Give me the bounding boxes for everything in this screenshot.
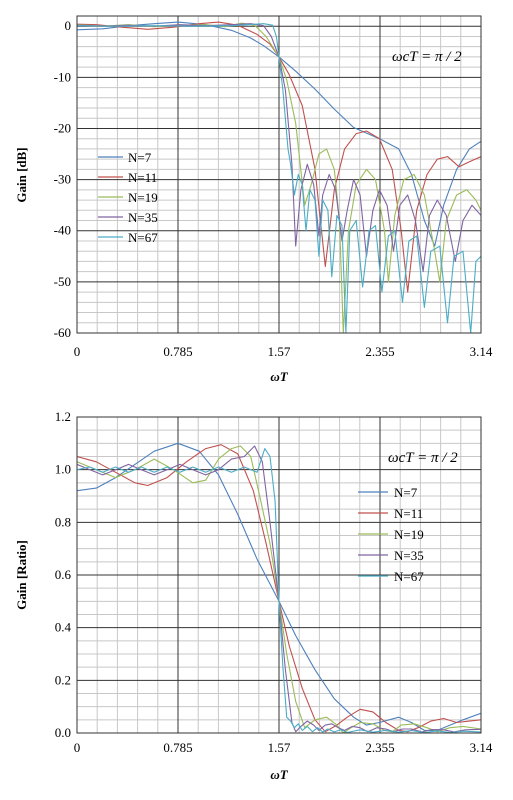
legend-label: N=11 xyxy=(394,506,423,521)
series-line-n7 xyxy=(77,21,481,247)
x-axis-label: ωT xyxy=(270,767,288,782)
cutoff-annotation: ωcT = π / 2 xyxy=(388,450,458,466)
y-tick-label: 0.0 xyxy=(55,725,71,740)
gain-ratio-chart: 0 0.785 1.57 2.355 3.14 0.0 0.2 0.4 0.6 0.8 1.0 1.2… xyxy=(14,409,493,782)
ratio-plot-frame xyxy=(76,416,482,734)
y-tick-label: -30 xyxy=(54,172,71,187)
legend-label: N=67 xyxy=(128,230,158,245)
series-line-n19 xyxy=(77,445,481,733)
y-axis-label: Gain [dB] xyxy=(14,147,29,202)
y-tick-label: 1.2 xyxy=(55,409,71,424)
ratio-legend: N=7 N=11 N=19 N=35 N=67 xyxy=(358,485,424,584)
series-line-n35 xyxy=(77,445,481,733)
legend-label: N=19 xyxy=(394,527,424,542)
x-tick-label: 3.14 xyxy=(470,344,493,359)
y-tick-label: 0 xyxy=(65,18,72,33)
db-plot-frame xyxy=(76,15,482,334)
series-line-n11 xyxy=(77,21,481,293)
db-legend: N=7 N=11 N=19 N=35 N=67 xyxy=(98,150,158,245)
x-tick-label: 0.785 xyxy=(163,740,192,755)
y-axis-label: Gain [Ratio] xyxy=(14,540,29,610)
x-axis-label: ωT xyxy=(270,369,288,384)
y-tick-label: 0.2 xyxy=(55,672,71,687)
legend-label: N=67 xyxy=(394,569,424,584)
x-tick-label: 0 xyxy=(74,344,81,359)
series-line-n11 xyxy=(77,444,481,733)
y-tick-label: -60 xyxy=(54,325,71,340)
y-tick-label: 1.0 xyxy=(55,462,71,477)
series-line-n35 xyxy=(77,23,481,273)
x-tick-label: 3.14 xyxy=(470,740,493,755)
ratio-series xyxy=(77,442,481,733)
series-line-n67 xyxy=(77,23,481,333)
legend-label: N=7 xyxy=(394,485,418,500)
x-tick-label: 2.355 xyxy=(365,344,394,359)
x-tick-label: 0.785 xyxy=(163,344,192,359)
db-series xyxy=(77,21,481,333)
legend-label: N=35 xyxy=(394,548,424,563)
y-tick-label: 0.4 xyxy=(55,620,72,635)
y-tick-label: -40 xyxy=(54,223,71,238)
y-tick-label: -10 xyxy=(54,69,71,84)
legend-label: N=11 xyxy=(128,170,157,185)
legend-label: N=7 xyxy=(128,150,152,165)
y-tick-label: -50 xyxy=(54,274,71,289)
y-tick-label: -20 xyxy=(54,120,71,135)
cutoff-annotation: ωcT = π / 2 xyxy=(392,49,462,65)
x-tick-label: 1.57 xyxy=(268,740,291,755)
x-tick-label: 1.57 xyxy=(268,344,291,359)
x-tick-label: 2.355 xyxy=(365,740,394,755)
y-tick-label: 0.8 xyxy=(55,514,71,529)
series-line-n67 xyxy=(77,448,481,733)
gain-db-chart: 0 0.785 1.57 2.355 3.14 0 -10 -20 -30 -40 -50 -60 ωT… xyxy=(14,15,493,384)
x-tick-label: 0 xyxy=(74,740,81,755)
y-tick-label: 0.6 xyxy=(55,567,72,582)
legend-label: N=35 xyxy=(128,210,158,225)
legend-label: N=19 xyxy=(128,190,158,205)
